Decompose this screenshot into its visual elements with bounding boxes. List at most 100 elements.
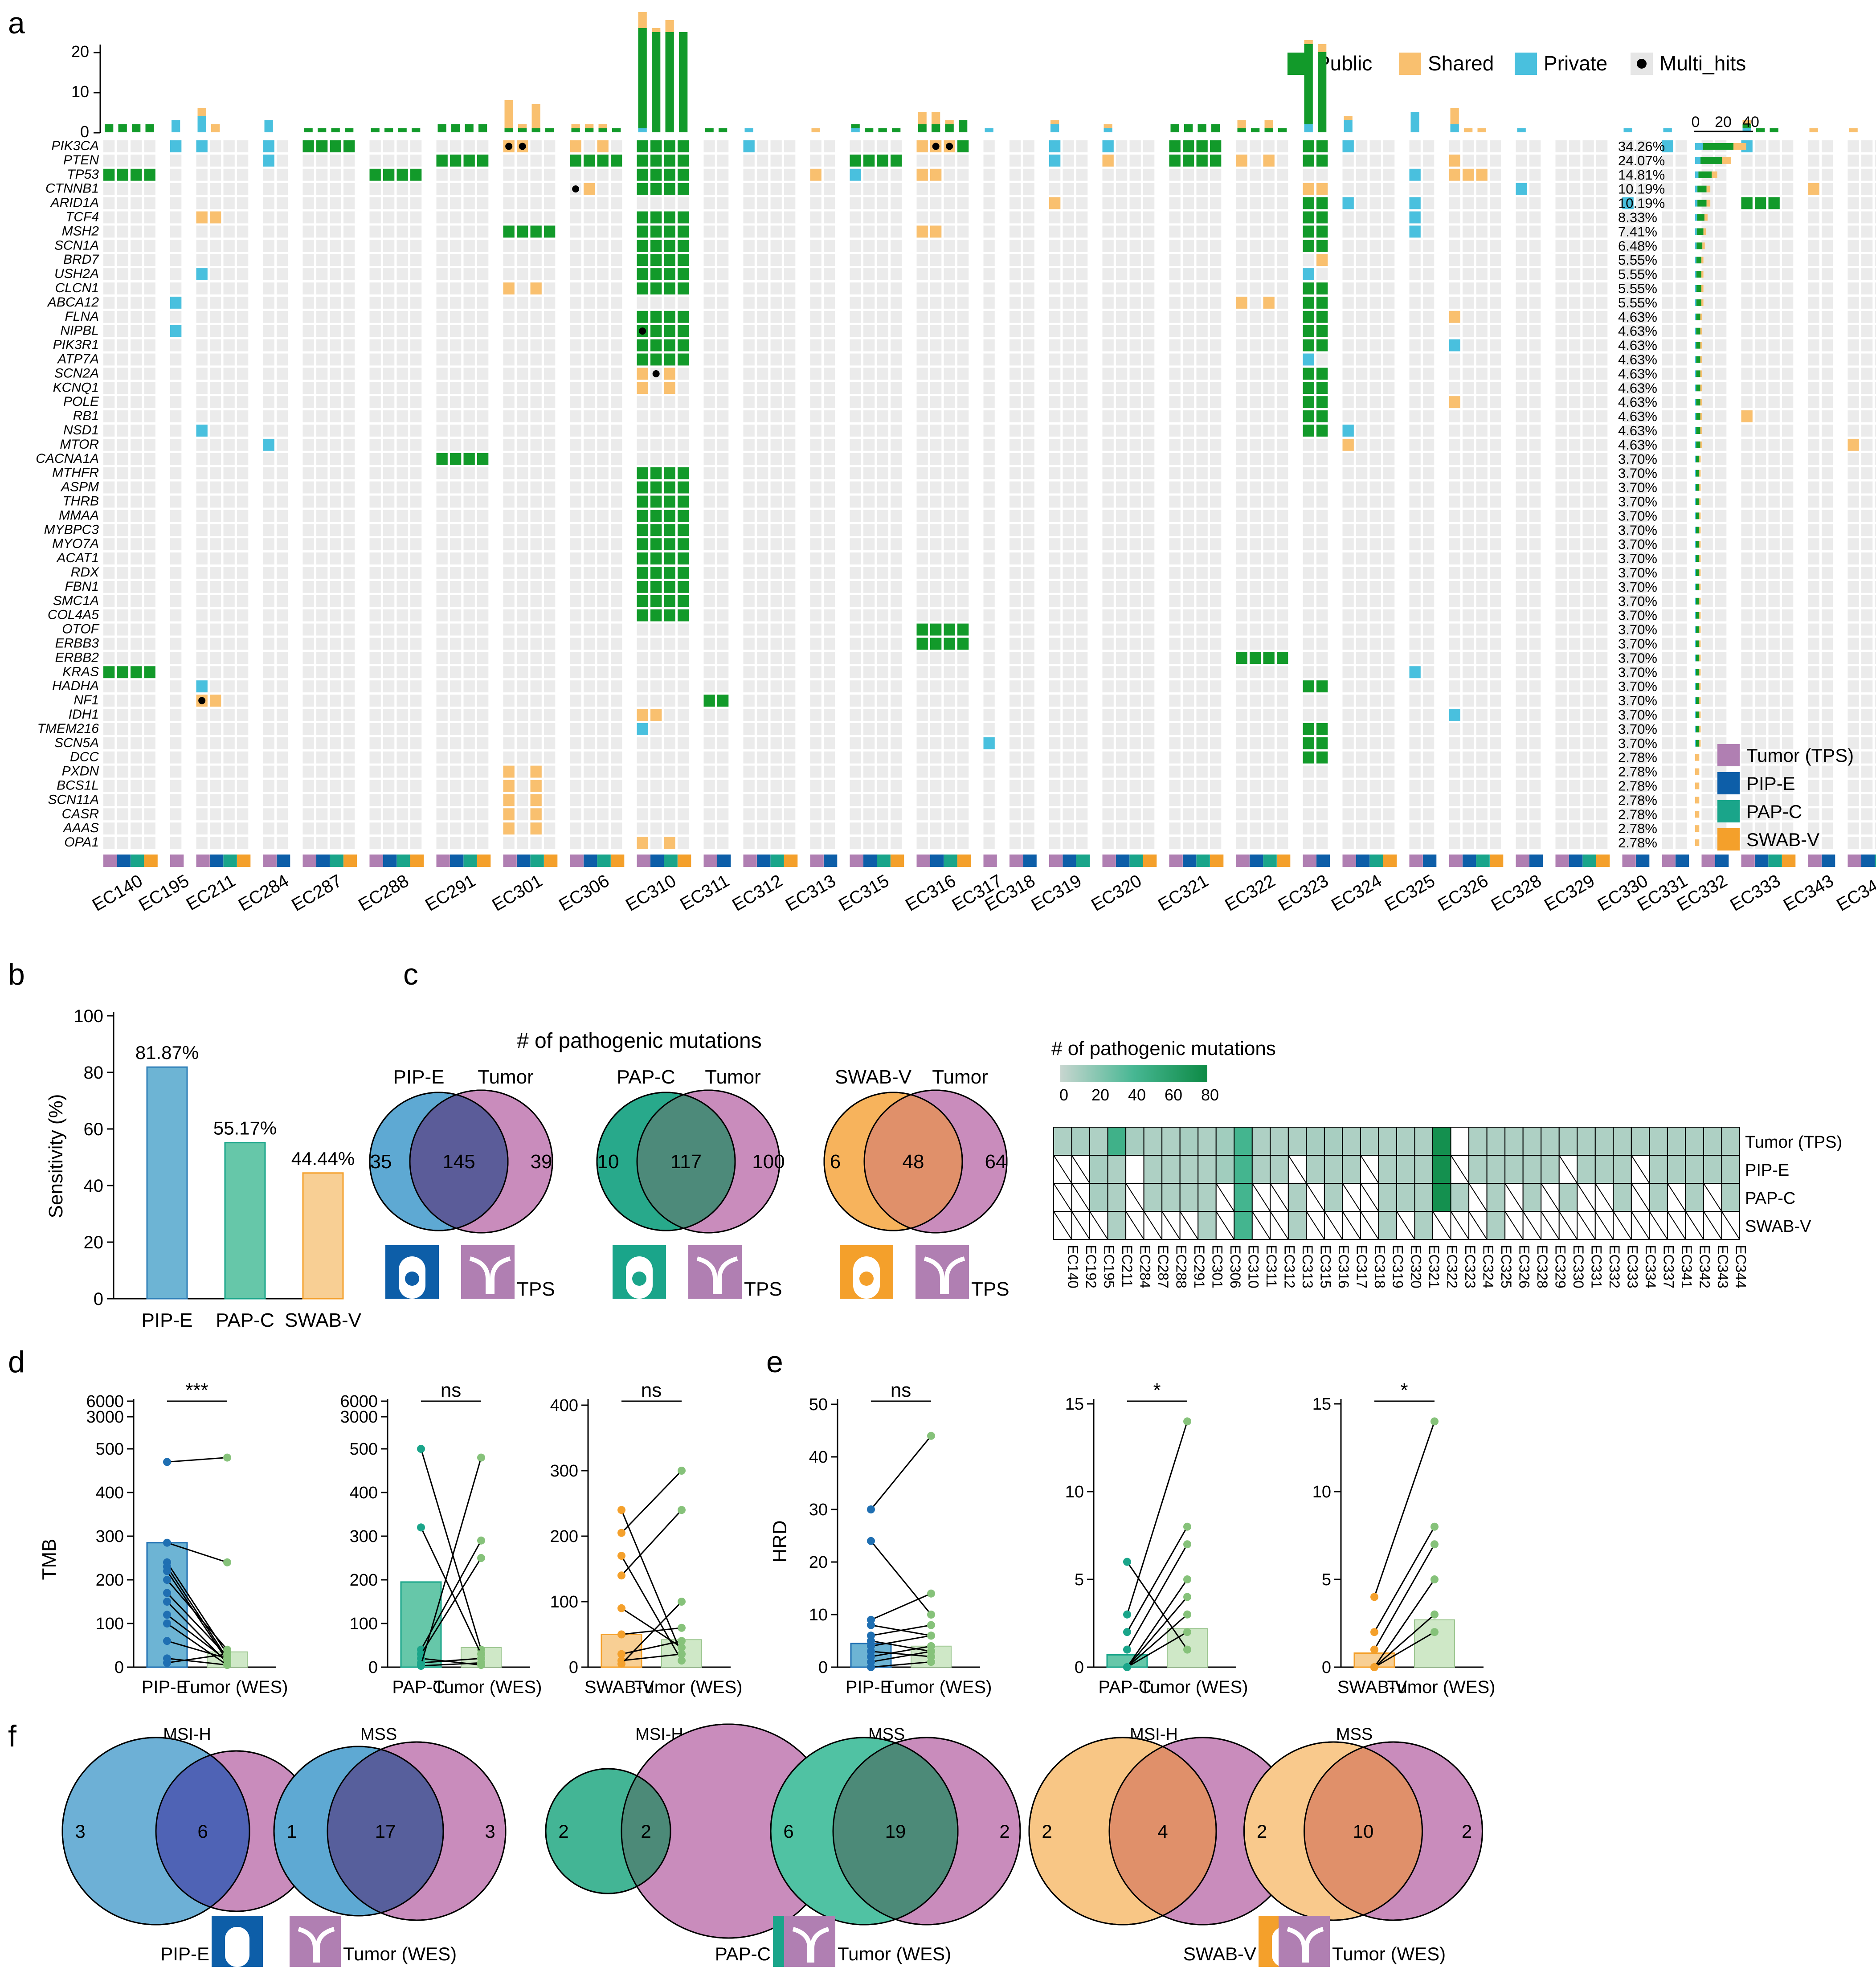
grid-cell bbox=[1049, 368, 1061, 380]
grid-cell bbox=[1476, 368, 1488, 380]
grid-cell bbox=[210, 567, 221, 579]
grid-cell bbox=[263, 368, 274, 380]
grid-cell bbox=[369, 225, 381, 238]
grid-cell bbox=[1822, 197, 1833, 209]
grid-cell bbox=[1316, 495, 1328, 508]
grid-cell bbox=[343, 339, 355, 352]
grid-cell bbox=[1861, 510, 1873, 522]
grid-cell bbox=[650, 808, 662, 821]
grid-cell bbox=[1063, 737, 1074, 749]
grid-cell bbox=[810, 481, 822, 494]
grid-cell bbox=[131, 453, 142, 465]
grid-cell bbox=[1250, 282, 1261, 294]
legend-label-private: Private bbox=[1544, 52, 1607, 75]
grid-cell bbox=[1808, 538, 1819, 551]
grid-cell bbox=[1529, 623, 1541, 636]
grid-cell bbox=[263, 538, 274, 551]
grid-cell bbox=[131, 311, 142, 323]
grid-cell bbox=[1596, 325, 1608, 337]
grid-cell bbox=[1861, 467, 1873, 479]
grid-cell bbox=[1676, 225, 1687, 238]
grid-cell bbox=[1715, 225, 1727, 238]
grid-cell bbox=[1596, 211, 1608, 224]
grid-cell bbox=[1356, 567, 1368, 579]
grid-cell bbox=[784, 524, 796, 536]
grid-cell bbox=[570, 581, 581, 593]
grid-cell bbox=[1622, 254, 1634, 266]
grid-cell bbox=[1010, 425, 1021, 437]
grid-cell bbox=[263, 168, 274, 181]
grid-cell bbox=[1622, 467, 1634, 479]
grid-cell bbox=[463, 765, 475, 778]
grid-cell bbox=[1463, 481, 1474, 494]
grid-cell bbox=[1076, 339, 1088, 352]
grid-cell bbox=[1741, 538, 1753, 551]
grid-cell bbox=[930, 339, 942, 352]
grid-cell bbox=[117, 282, 128, 294]
grid-cell bbox=[703, 609, 715, 622]
grid-cell bbox=[1303, 666, 1314, 679]
grid-cell bbox=[1662, 353, 1673, 366]
grid-cell bbox=[810, 140, 822, 152]
grid-cell bbox=[637, 666, 648, 679]
grid-cell bbox=[1741, 225, 1753, 238]
grid-cell bbox=[824, 780, 835, 792]
grid-cell bbox=[1143, 425, 1155, 437]
grid-cell bbox=[277, 524, 288, 536]
grid-cell bbox=[1010, 751, 1021, 764]
grid-cell bbox=[1582, 666, 1594, 679]
grid-cell bbox=[570, 453, 581, 465]
grid-cell bbox=[1250, 254, 1261, 266]
grid-cell bbox=[1129, 737, 1141, 749]
grid-cell bbox=[1622, 695, 1634, 707]
grid-cell bbox=[1636, 168, 1647, 181]
grid-cell bbox=[1463, 183, 1474, 195]
grid-cell bbox=[302, 510, 314, 522]
grid-cell bbox=[330, 709, 341, 721]
grid-cell bbox=[1210, 311, 1222, 323]
grid-cell bbox=[1102, 709, 1114, 721]
grid-cell bbox=[343, 638, 355, 650]
grid-cell bbox=[1755, 623, 1766, 636]
grid-cell bbox=[1356, 438, 1368, 451]
grid-cell bbox=[1316, 481, 1328, 494]
grid-cell bbox=[1143, 396, 1155, 409]
grid-cell bbox=[597, 510, 609, 522]
grid-cell bbox=[1169, 723, 1181, 735]
grid-cell bbox=[930, 495, 942, 508]
grid-cell bbox=[530, 652, 542, 664]
grid-cell bbox=[1236, 737, 1247, 749]
grid-cell bbox=[1463, 524, 1474, 536]
grid-cell bbox=[1449, 595, 1460, 607]
grid-cell bbox=[1449, 751, 1460, 764]
grid-cell bbox=[343, 808, 355, 821]
grid-cell bbox=[703, 282, 715, 294]
grid-cell bbox=[916, 495, 928, 508]
grid-cell bbox=[530, 254, 542, 266]
grid-cell bbox=[517, 581, 528, 593]
grid-cell bbox=[396, 254, 408, 266]
grid-cell bbox=[824, 765, 835, 778]
grid-cell bbox=[131, 183, 142, 195]
grid-cell bbox=[1741, 666, 1753, 679]
grid-cell bbox=[824, 425, 835, 437]
grid-cell bbox=[1236, 609, 1247, 622]
grid-cell bbox=[1741, 325, 1753, 337]
grid-cell bbox=[1808, 211, 1819, 224]
grid-cell bbox=[784, 438, 796, 451]
grid-cell bbox=[1741, 481, 1753, 494]
grid-cell bbox=[1490, 510, 1501, 522]
grid-cell bbox=[810, 453, 822, 465]
grid-cell bbox=[369, 353, 381, 366]
grid-cell bbox=[302, 168, 314, 181]
grid-cell bbox=[1636, 567, 1647, 579]
grid-cell bbox=[436, 538, 448, 551]
grid-cell bbox=[1741, 183, 1753, 195]
grid-cell bbox=[410, 723, 422, 735]
grid-cell bbox=[1782, 467, 1794, 479]
grid-cell bbox=[1875, 510, 1876, 522]
grid-cell bbox=[436, 666, 448, 679]
grid-cell bbox=[1169, 438, 1181, 451]
grid-cell bbox=[1010, 410, 1021, 422]
grid-cell bbox=[1569, 481, 1581, 494]
